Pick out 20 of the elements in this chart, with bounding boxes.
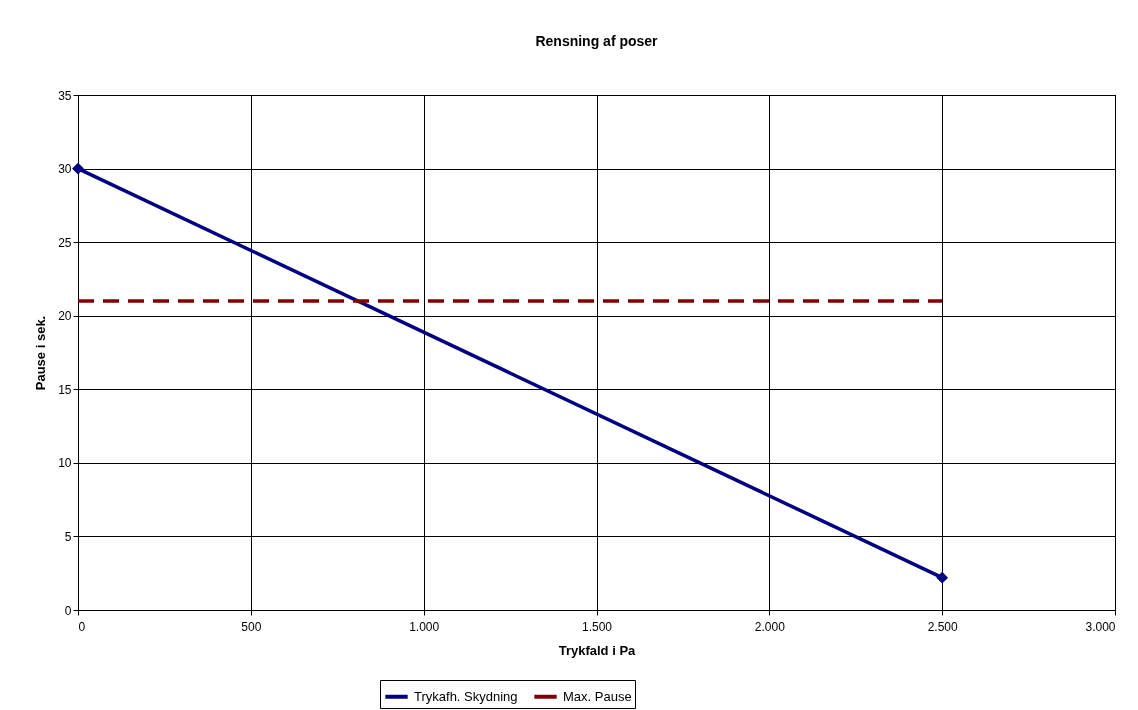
x-tick-label: 1.000	[409, 619, 440, 634]
y-tick-label: 15	[58, 382, 72, 397]
y-tick-label: 10	[58, 456, 72, 471]
chart-title: Rensning af poser	[535, 33, 659, 49]
legend-label: Max. Pause	[563, 688, 632, 704]
y-tick-label: 0	[64, 603, 72, 618]
y-tick-label: 20	[58, 309, 72, 324]
x-tick-label: 1.500	[581, 619, 613, 634]
legend-label: Trykafh. Skydning	[414, 688, 518, 704]
x-tick-label: 3.000	[1085, 619, 1116, 634]
x-axis-title: Trykfald i Pa	[558, 642, 637, 658]
y-tick-label: 35	[58, 88, 72, 103]
x-tick-label: 2.000	[754, 619, 786, 634]
y-tick-label: 25	[58, 235, 72, 250]
x-tick-label: 500	[241, 619, 262, 634]
x-tick-label: 0	[78, 619, 86, 634]
x-tick-label: 2.500	[927, 619, 959, 634]
y-tick-label: 5	[64, 529, 72, 544]
y-tick-label: 30	[58, 162, 72, 177]
y-axis-title: Pause i sek.	[33, 315, 49, 391]
